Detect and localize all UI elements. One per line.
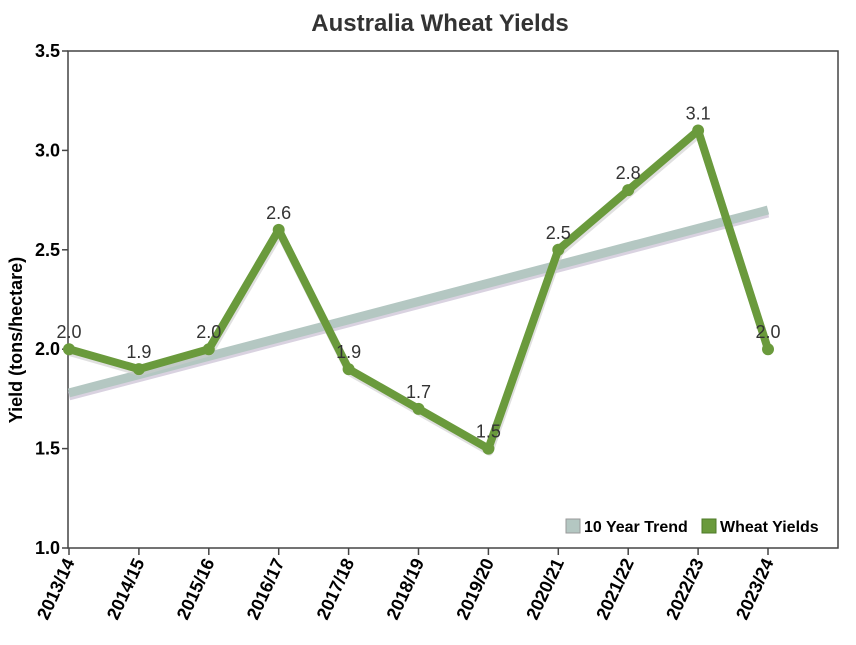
data-label: 1.5 xyxy=(476,422,501,442)
yield-point xyxy=(412,402,425,415)
yield-point xyxy=(552,243,565,256)
y-axis-label: Yield (tons/hectare) xyxy=(6,257,26,423)
yield-point xyxy=(342,363,355,376)
chart-title: Australia Wheat Yields xyxy=(311,10,568,37)
x-tick-label: 2016/17 xyxy=(243,555,289,622)
legend-label-trend: 10 Year Trend xyxy=(584,519,688,536)
yield-point xyxy=(482,442,495,455)
y-tick-label: 1.0 xyxy=(35,538,60,558)
x-tick-label: 2015/16 xyxy=(173,555,219,622)
data-label: 2.0 xyxy=(755,322,780,342)
x-tick-label: 2020/21 xyxy=(522,555,568,622)
x-tick-label: 2021/22 xyxy=(592,555,638,622)
yield-point xyxy=(692,124,705,137)
x-tick-label: 2022/23 xyxy=(662,555,708,622)
x-tick-label: 2014/15 xyxy=(103,555,149,622)
data-label: 1.9 xyxy=(126,342,151,362)
y-tick-label: 2.0 xyxy=(35,339,60,359)
legend: 10 Year Trend Wheat Yields xyxy=(565,518,819,536)
yield-point xyxy=(132,363,145,376)
legend-swatch-trend xyxy=(565,518,581,534)
x-axis-ticks: 2013/14 2014/15 2015/16 2016/17 2017/18 2018/… xyxy=(33,548,778,623)
yield-point xyxy=(202,343,215,356)
yield-point xyxy=(622,184,635,197)
data-label: 2.6 xyxy=(266,203,291,223)
data-label: 2.0 xyxy=(196,322,221,342)
legend-label-yields: Wheat Yields xyxy=(720,519,819,536)
y-tick-label: 1.5 xyxy=(35,439,60,459)
data-label: 2.5 xyxy=(546,223,571,243)
yield-point xyxy=(762,343,774,356)
yield-point xyxy=(272,223,285,236)
data-label: 1.7 xyxy=(406,382,431,402)
data-label: 3.1 xyxy=(686,104,711,124)
data-label: 2.0 xyxy=(56,322,81,342)
y-axis-ticks: 1.0 1.5 2.0 2.5 3.0 3.5 xyxy=(35,41,68,558)
legend-swatch-yields xyxy=(701,518,717,534)
x-tick-label: 2017/18 xyxy=(313,555,359,622)
data-label: 2.8 xyxy=(616,163,641,183)
x-tick-label: 2013/14 xyxy=(33,555,79,622)
data-label: 1.9 xyxy=(336,342,361,362)
data-labels: 2.0 1.9 2.0 2.6 1.9 1.7 1.5 2.5 2.8 3.1 2.0 xyxy=(56,104,780,442)
yield-point xyxy=(63,343,75,356)
legend-item-trend: 10 Year Trend xyxy=(565,518,688,536)
yield-series xyxy=(63,124,774,456)
x-tick-label: 2018/19 xyxy=(382,555,428,622)
x-tick-label: 2023/24 xyxy=(732,555,778,622)
x-tick-label: 2019/20 xyxy=(452,555,498,622)
y-tick-label: 3.0 xyxy=(35,140,60,160)
y-tick-label: 2.5 xyxy=(35,240,60,260)
y-tick-label: 3.5 xyxy=(35,41,60,61)
legend-item-yields: Wheat Yields xyxy=(701,518,819,536)
